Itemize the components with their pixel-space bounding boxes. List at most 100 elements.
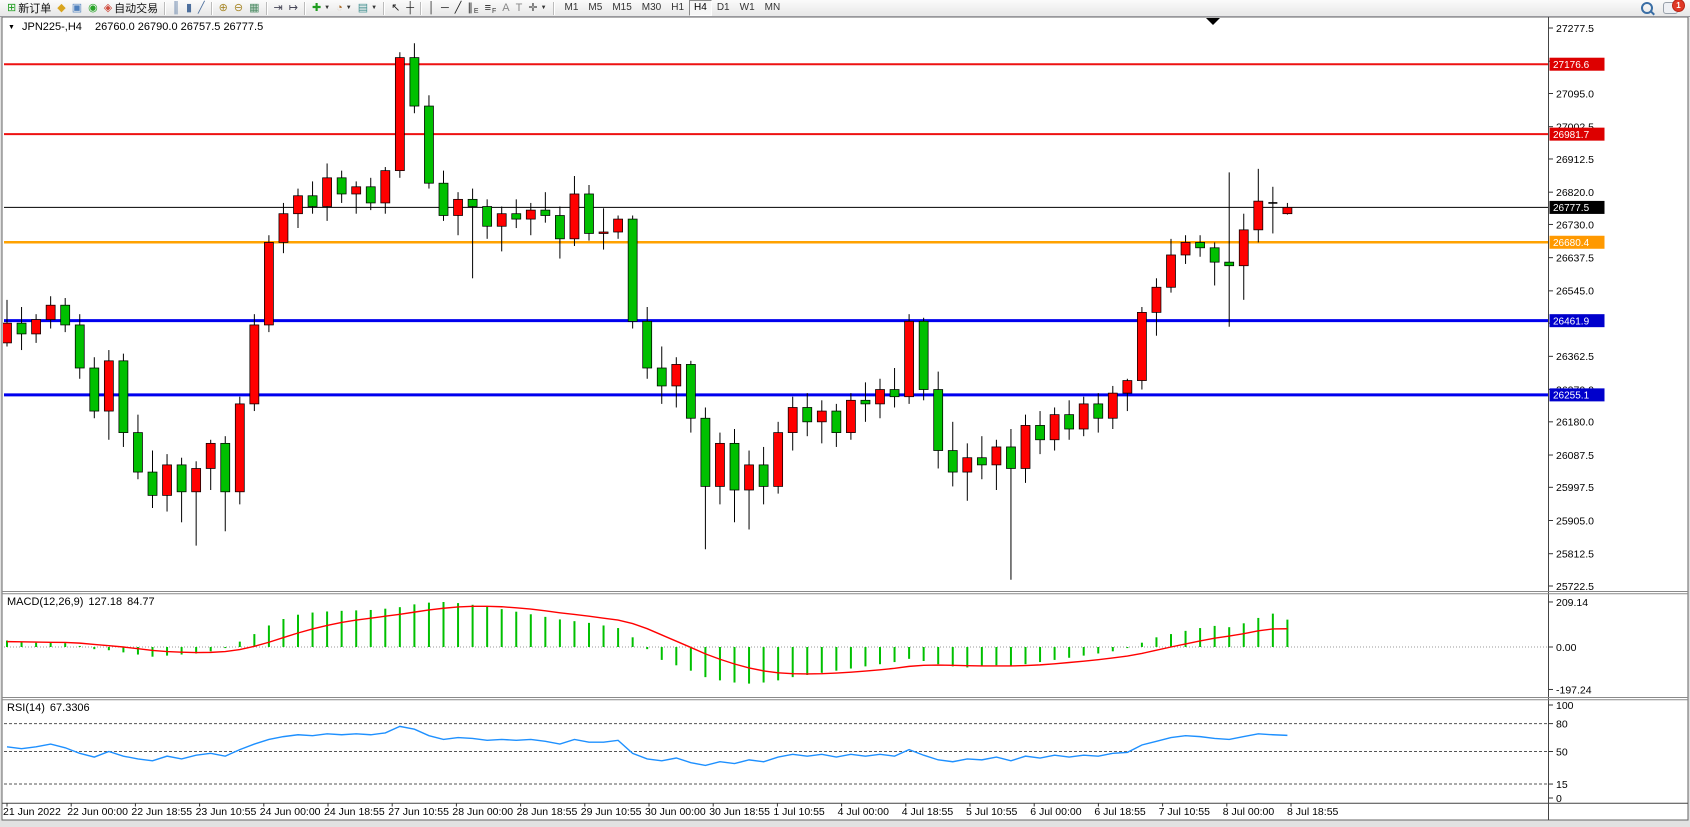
chevron-down-icon[interactable]: ▼	[371, 5, 378, 11]
indicators-button[interactable]: ✚ ▼	[309, 1, 333, 16]
timeframe-m30[interactable]: M30	[641, 2, 662, 13]
autotrade-button-label: 自动交易	[114, 3, 159, 15]
chart-shift-button[interactable]: ↦	[286, 1, 301, 16]
toolbar-separator	[552, 1, 555, 15]
macd-value-signal: 84.77	[127, 596, 155, 608]
svg-text:6 Jul 00:00: 6 Jul 00:00	[1030, 806, 1082, 818]
search-icon[interactable]	[1641, 2, 1653, 14]
vline-button[interactable]: │	[425, 1, 438, 16]
crosshair-icon: ┼	[406, 1, 415, 14]
svg-text:25722.5: 25722.5	[1556, 581, 1594, 593]
tile-windows-button[interactable]: ▦	[246, 1, 262, 16]
arrows-button[interactable]: ✛ ▼	[525, 1, 549, 16]
bar-chart-icon: ║	[172, 1, 180, 14]
svg-text:4 Jul 00:00: 4 Jul 00:00	[838, 806, 890, 818]
funds-button[interactable]: ◆	[54, 1, 68, 16]
svg-text:8 Jul 00:00: 8 Jul 00:00	[1223, 806, 1275, 818]
svg-text:26912.5: 26912.5	[1556, 154, 1594, 166]
timeframe-d1[interactable]: D1	[716, 2, 730, 13]
zoom-out-icon: ⊖	[233, 1, 244, 14]
label-button[interactable]: T	[513, 1, 526, 16]
channel-icon-letter: E	[473, 7, 479, 15]
toolbar-right: 1	[1641, 0, 1686, 14]
cursor-button[interactable]: ↖	[388, 1, 403, 16]
text-button[interactable]: A	[499, 1, 512, 16]
svg-text:28 Jun 00:00: 28 Jun 00:00	[452, 806, 513, 818]
funds-icon: ◆	[57, 1, 66, 14]
notifications-button[interactable]: 1	[1663, 0, 1685, 14]
new-order-button[interactable]: ⊞ 新订单	[4, 1, 54, 16]
svg-text:30 Jun 00:00: 30 Jun 00:00	[645, 806, 706, 818]
shapes-icon: ✛	[528, 1, 538, 14]
indicators-icon: ✚	[311, 1, 322, 14]
vline-icon: │	[428, 1, 435, 14]
auto-scroll-button[interactable]: ⇥	[271, 1, 286, 16]
svg-text:28 Jun 18:55: 28 Jun 18:55	[517, 806, 578, 818]
text-label-icon: T	[515, 1, 523, 14]
timeframe-m1[interactable]: M1	[564, 2, 579, 13]
crosshair-button[interactable]: ┼	[403, 1, 417, 16]
macd-value-main: 127.18	[88, 596, 123, 608]
svg-text:26730.0: 26730.0	[1556, 219, 1594, 231]
time-axis[interactable]	[0, 804, 1548, 821]
terminal-icon: ▣	[71, 1, 83, 14]
cursor-icon: ↖	[391, 1, 401, 14]
bar-chart-button[interactable]: ║	[169, 1, 183, 16]
svg-text:25905.0: 25905.0	[1556, 515, 1594, 527]
news-button[interactable]: ◉	[85, 1, 101, 16]
autotrade-button[interactable]: ◈ 自动交易	[101, 1, 161, 16]
terminal-button[interactable]: ▣	[69, 1, 85, 16]
svg-text:0: 0	[1556, 793, 1562, 805]
rsi-value: 67.3306	[49, 702, 90, 714]
toolbar-separator	[164, 1, 167, 15]
svg-text:26680.4: 26680.4	[1553, 238, 1590, 249]
chart-title: ▼ JPN225-,H4 26760.0 26790.0 26757.5 267…	[8, 21, 263, 33]
svg-text:80: 80	[1556, 718, 1568, 730]
symbol-period-label: JPN225-,H4	[22, 21, 82, 33]
timeframe-bar: M1 M5 M15 M30 H1 H4 D1 W1 MN	[560, 0, 786, 16]
timeframe-m5[interactable]: M5	[588, 2, 603, 13]
chevron-down-icon[interactable]: ▼	[540, 5, 547, 11]
svg-text:27095.0: 27095.0	[1556, 88, 1594, 100]
zoom-in-icon: ⊕	[218, 1, 228, 14]
fibonacci-icon-letter: F	[491, 7, 497, 15]
svg-text:100: 100	[1556, 700, 1574, 712]
svg-text:26255.1: 26255.1	[1553, 391, 1590, 402]
chevron-down-icon[interactable]: ▼	[324, 5, 331, 11]
periods-button[interactable]: ◔ ▼	[333, 1, 355, 16]
svg-text:26820.0: 26820.0	[1556, 187, 1594, 199]
chart-shift-icon: ↦	[288, 1, 298, 14]
trendline-button[interactable]: ╱	[452, 1, 465, 16]
channel-button[interactable]: ∥ E	[464, 1, 481, 16]
signal-icon: ◉	[88, 1, 98, 14]
timeframe-mn[interactable]: MN	[764, 2, 781, 13]
price-axis[interactable]	[1549, 17, 1690, 820]
timeframe-w1[interactable]: W1	[739, 2, 755, 13]
svg-text:27 Jun 10:55: 27 Jun 10:55	[388, 806, 449, 818]
timeframe-h4[interactable]: H4	[689, 0, 712, 16]
chevron-down-icon[interactable]: ▼	[345, 5, 352, 11]
rsi-label: RSI(14) 67.3306	[7, 702, 95, 714]
timeframe-m15[interactable]: M15	[612, 2, 632, 13]
svg-text:8 Jul 18:55: 8 Jul 18:55	[1287, 806, 1339, 818]
line-chart-button[interactable]: ╱	[195, 1, 208, 16]
candlestick-button[interactable]: ▮	[183, 1, 195, 16]
symbol-dropdown-icon[interactable]: ▼	[8, 24, 15, 31]
trendline-icon: ╱	[454, 1, 462, 14]
toolbar: ⊞ 新订单 ◆ ▣ ◉ ◈ 自动交易 ║ ▮ ╱ ⊕ ⊖ ▦ ⇥ ↦ ✚ ▼ ◔ ▼ ▤ ▼ ↖ ┼ │ ─ ╱ ∥ E ≡ F A T ✛ ▼ M…	[0, 0, 1690, 17]
svg-text:7 Jul 10:55: 7 Jul 10:55	[1159, 806, 1211, 818]
templates-button[interactable]: ▤ ▼	[355, 1, 380, 16]
channel-icon: ∥	[467, 1, 473, 14]
new-order-icon: ⊞	[7, 1, 17, 14]
candlestick-icon: ▮	[185, 1, 193, 14]
hline-button[interactable]: ─	[438, 1, 452, 16]
zoom-in-button[interactable]: ⊕	[216, 1, 231, 16]
text-icon: A	[502, 1, 510, 14]
zoom-out-button[interactable]: ⊖	[231, 1, 246, 16]
svg-text:26777.5: 26777.5	[1553, 203, 1590, 214]
svg-text:-197.24: -197.24	[1556, 684, 1592, 696]
fibonacci-button[interactable]: ≡ F	[482, 1, 500, 16]
timeframe-h1[interactable]: H1	[671, 2, 685, 13]
